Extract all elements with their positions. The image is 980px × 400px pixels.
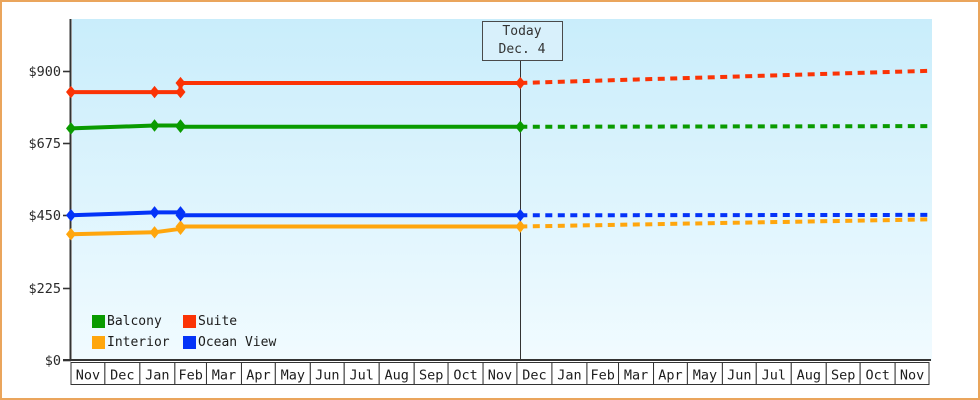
month-label: Nov: [76, 368, 100, 384]
balcony-point-marker: [66, 122, 76, 135]
ocean-view-point-marker: [149, 206, 160, 219]
legend-label-interior: Interior: [107, 335, 170, 350]
month-label: Oct: [865, 368, 889, 384]
y-tick-label: $675: [28, 136, 61, 152]
y-tick-label: $0: [45, 353, 61, 369]
balcony-swatch-icon: [92, 315, 105, 328]
y-tick-label: $900: [28, 64, 61, 80]
interior-point-marker: [149, 226, 160, 239]
month-label: Sep: [831, 368, 855, 384]
balcony-projection-line: [520, 124, 930, 129]
today-label: Today: [502, 24, 542, 39]
month-label: Mar: [624, 368, 648, 384]
ocean-view-point-marker: [515, 209, 526, 222]
ocean-view-swatch-icon: [183, 336, 196, 349]
ocean-view-point-marker: [175, 209, 186, 222]
interior-swatch-icon: [92, 336, 105, 349]
today-date: Dec. 4: [498, 42, 546, 57]
legend-label-suite: Suite: [198, 314, 238, 329]
suite-point-marker: [66, 85, 76, 99]
interior-point-marker: [515, 220, 526, 233]
legend-item-suite: Suite: [183, 314, 237, 329]
month-label: Dec: [110, 368, 134, 384]
interior-projection-line: [520, 217, 930, 229]
month-label: Jun: [727, 368, 751, 384]
chart-legend: Balcony Suite Interior Ocean View: [92, 311, 276, 353]
legend-row: Interior Ocean View: [92, 332, 276, 353]
y-tick-label: $450: [28, 208, 61, 224]
month-label: Apr: [658, 368, 682, 384]
month-label: May: [693, 368, 717, 384]
today-marker-box: Today Dec. 4: [481, 21, 563, 61]
month-label: Jan: [557, 368, 581, 384]
plot-area: [72, 19, 932, 361]
suite-point-marker: [515, 76, 526, 90]
legend-label-balcony: Balcony: [107, 314, 162, 329]
legend-item-balcony: Balcony: [92, 314, 183, 329]
month-label: Jul: [350, 368, 374, 384]
month-label: Apr: [246, 368, 270, 384]
legend-item-ocean-view: Ocean View: [183, 335, 276, 350]
month-label: Nov: [488, 368, 512, 384]
suite-point-marker: [149, 85, 160, 99]
balcony-history-line: [70, 123, 521, 131]
balcony-point-marker: [515, 120, 526, 133]
month-label: Aug: [797, 368, 821, 384]
balcony-point-marker: [149, 119, 160, 132]
suite-point-marker: [175, 76, 186, 90]
month-label: Nov: [900, 368, 924, 384]
month-label: Aug: [385, 368, 409, 384]
month-label: Feb: [178, 368, 202, 384]
legend-item-interior: Interior: [92, 335, 183, 350]
ocean-view-point-marker: [66, 209, 76, 222]
balcony-point-marker: [175, 120, 186, 133]
month-label: Feb: [591, 368, 615, 384]
month-label: Jan: [145, 368, 169, 384]
suite-swatch-icon: [183, 315, 196, 328]
legend-label-ocean-view: Ocean View: [198, 335, 277, 350]
month-label: May: [281, 368, 305, 384]
month-label: Mar: [212, 368, 236, 384]
legend-row: Balcony Suite: [92, 311, 276, 332]
month-label: Jul: [762, 368, 786, 384]
month-label: Oct: [453, 368, 477, 384]
interior-point-marker: [175, 220, 186, 233]
y-tick-label: $225: [28, 281, 61, 297]
suite-projection-line: [520, 68, 930, 85]
month-cell: [894, 362, 930, 385]
month-label: Jun: [315, 368, 339, 384]
interior-point-marker: [66, 228, 76, 241]
month-label: Sep: [419, 368, 443, 384]
month-label: Dec: [522, 368, 546, 384]
suite-point-marker: [175, 85, 186, 99]
